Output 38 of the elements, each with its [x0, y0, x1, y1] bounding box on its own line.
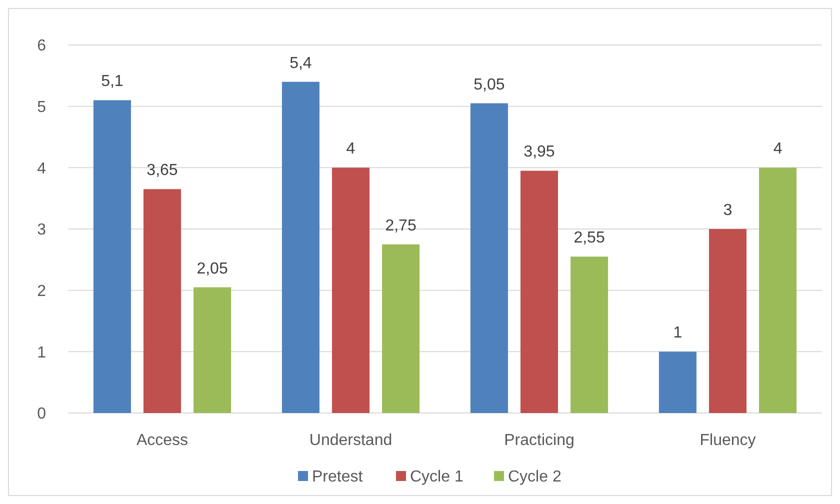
bar	[470, 103, 508, 413]
legend-label: Cycle 2	[508, 468, 562, 486]
legend-label: Cycle 1	[410, 468, 464, 486]
x-tick-label: Access	[136, 432, 188, 449]
data-label: 1	[673, 324, 682, 342]
y-tick-label: 1	[37, 344, 46, 362]
legend-label: Pretest	[312, 468, 364, 486]
bar	[282, 82, 320, 413]
bar	[658, 352, 696, 413]
data-label: 3,95	[524, 144, 555, 161]
bar	[382, 244, 420, 413]
y-tick-label: 2	[37, 282, 46, 300]
data-label: 5,1	[101, 73, 124, 90]
bar	[332, 168, 370, 413]
y-tick-label: 6	[37, 38, 46, 55]
data-label: 4	[773, 140, 782, 158]
bar	[143, 189, 182, 413]
y-tick-label: 3	[37, 222, 46, 239]
bar	[520, 170, 558, 413]
data-label: 2,55	[574, 230, 605, 247]
x-tick-label: Understand	[309, 432, 392, 449]
data-label: 3,65	[146, 162, 178, 180]
x-tick-label: Practicing	[504, 432, 574, 449]
bar	[759, 168, 797, 413]
data-label: 2,75	[385, 217, 416, 234]
x-tick-label: Fluency	[700, 432, 756, 449]
bar	[570, 256, 608, 413]
y-tick-label: 4	[37, 160, 46, 178]
data-label: 2,05	[196, 260, 228, 278]
y-tick-label: 0	[37, 406, 46, 423]
bar	[93, 100, 131, 413]
data-label: 4	[346, 140, 356, 158]
data-label: 5,4	[290, 54, 312, 72]
y-tick-label: 5	[37, 98, 46, 116]
bar	[708, 229, 747, 413]
data-label: 3	[723, 202, 732, 219]
bar	[194, 287, 232, 413]
data-label: 5,05	[474, 76, 505, 94]
